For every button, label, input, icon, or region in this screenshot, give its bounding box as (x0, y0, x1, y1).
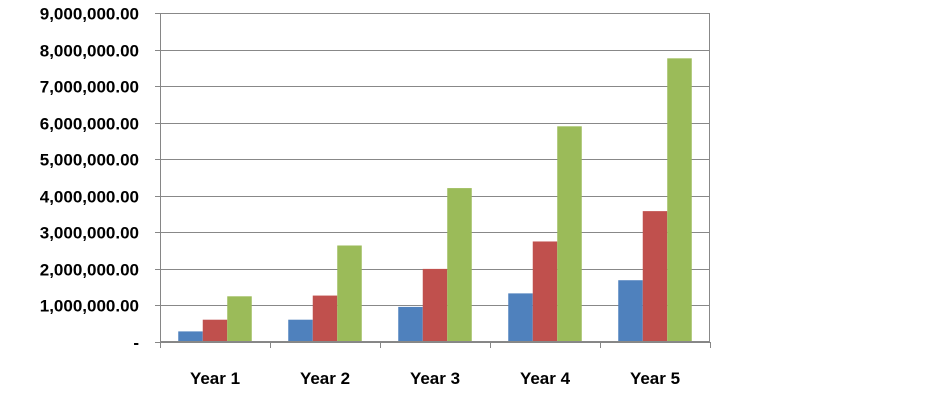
bar-3-year-2 (337, 245, 362, 342)
y-tick-label-0: - (133, 334, 139, 353)
y-tick-label-4: 4,000,000.00 (40, 188, 139, 207)
bar-3-year-4 (557, 126, 582, 342)
bar-3-year-3 (447, 188, 472, 342)
x-tick-label-0: Year 1 (190, 369, 240, 388)
bar-2-year-3 (423, 269, 448, 342)
y-tick-label-5: 5,000,000.00 (40, 151, 139, 170)
bar-1-year-2 (288, 320, 313, 342)
x-tick-label-1: Year 2 (300, 369, 350, 388)
x-tick-label-3: Year 4 (520, 369, 571, 388)
bar-1-year-5 (618, 280, 643, 342)
y-tick-label-6: 6,000,000.00 (40, 115, 139, 134)
y-tick-label-1: 1,000,000.00 (40, 297, 139, 316)
bar-2-year-4 (533, 241, 558, 342)
gridlines (160, 14, 710, 306)
bar-2-year-1 (203, 320, 228, 342)
y-tick-label-7: 7,000,000.00 (40, 78, 139, 97)
bar-2-year-5 (643, 211, 668, 342)
x-tick-label-4: Year 5 (630, 369, 680, 388)
y-tick-label-8: 8,000,000.00 (40, 42, 139, 61)
bar-3-year-1 (227, 296, 252, 342)
x-tick-label-2: Year 3 (410, 369, 460, 388)
bar-3-year-5 (667, 58, 692, 342)
bar-2-year-2 (313, 296, 338, 342)
y-tick-label-3: 3,000,000.00 (40, 224, 139, 243)
bar-1-year-1 (178, 331, 203, 342)
bar-1-year-3 (398, 307, 423, 342)
y-tick-label-2: 2,000,000.00 (40, 261, 139, 280)
y-tick-label-9: 9,000,000.00 (40, 5, 139, 24)
bar-1-year-4 (508, 293, 533, 342)
bars (178, 58, 692, 342)
